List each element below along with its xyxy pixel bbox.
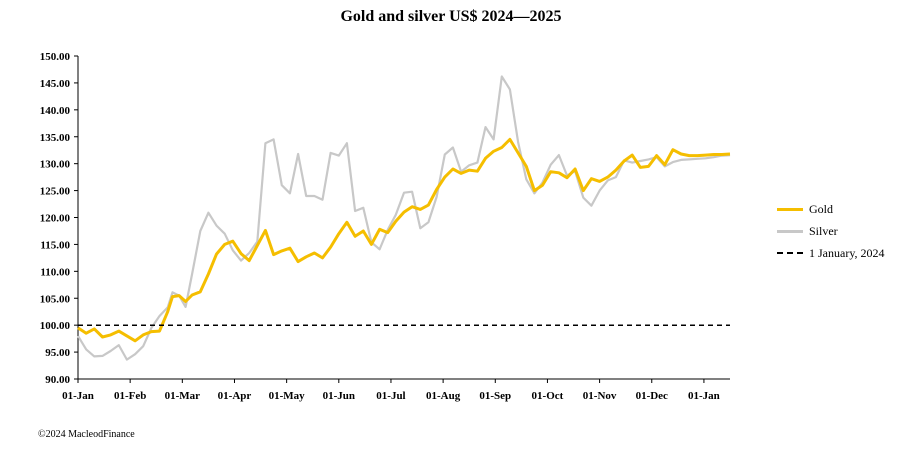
legend-swatch-silver <box>777 229 803 233</box>
x-tick-label: 01-Mar <box>165 390 201 402</box>
legend: Gold Silver 1 January, 2024 <box>777 198 885 264</box>
x-tick-label: 01-Jan <box>62 390 94 402</box>
x-tick-label: 01-Dec <box>636 390 668 402</box>
legend-label-gold: Gold <box>809 201 833 216</box>
legend-item-silver: Silver <box>777 220 885 242</box>
y-tick-label: 95.00 <box>45 347 70 359</box>
y-tick-label: 105.00 <box>40 293 71 305</box>
y-tick-label: 90.00 <box>45 374 70 386</box>
x-tick-label: 01-Nov <box>583 390 617 402</box>
y-tick-label: 140.00 <box>40 105 71 117</box>
x-tick-label: 01-Feb <box>114 390 146 402</box>
x-tick-label: 01-Jul <box>376 390 405 402</box>
chart-title: Gold and silver US$ 2024—2025 <box>340 8 562 25</box>
legend-label-baseline: 1 January, 2024 <box>809 245 885 260</box>
x-tick-label: 01-Sep <box>479 390 511 402</box>
copyright-text: ©2024 MacleodFinance <box>38 429 135 440</box>
x-tick-label: 01-Apr <box>218 390 252 402</box>
y-tick-label: 110.00 <box>40 266 70 278</box>
y-tick-label: 125.00 <box>40 186 71 198</box>
y-tick-label: 120.00 <box>40 213 71 225</box>
y-tick-label: 130.00 <box>40 159 71 171</box>
series-line-gold <box>77 137 731 343</box>
y-tick-label: 100.00 <box>40 320 71 332</box>
series-line-silver <box>77 75 731 361</box>
y-tick-label: 135.00 <box>40 132 71 144</box>
x-tick-label: 01-Aug <box>426 390 461 402</box>
x-tick-label: 01-Jun <box>323 390 355 402</box>
y-axis-ticks: 150.00 145.00 140.00 135.00 130.00 125.00 120.… <box>40 51 78 386</box>
legend-swatch-gold <box>777 207 803 211</box>
legend-swatch-baseline <box>777 252 803 254</box>
series-layer <box>77 75 731 361</box>
x-tick-label: 01-Jan <box>688 390 720 402</box>
axes <box>77 56 730 380</box>
y-tick-label: 150.00 <box>40 51 71 63</box>
x-tick-label: 01-May <box>269 390 306 402</box>
legend-item-baseline: 1 January, 2024 <box>777 242 885 264</box>
x-tick-label: 01-Oct <box>532 390 564 402</box>
legend-label-silver: Silver <box>809 223 838 238</box>
legend-item-gold: Gold <box>777 198 885 220</box>
y-tick-label: 115.00 <box>40 239 70 251</box>
y-tick-label: 145.00 <box>40 78 71 90</box>
x-axis-ticks: 01-Jan 01-Feb 01-Mar 01-Apr 01-May 01-Jun 01-J… <box>62 379 720 402</box>
